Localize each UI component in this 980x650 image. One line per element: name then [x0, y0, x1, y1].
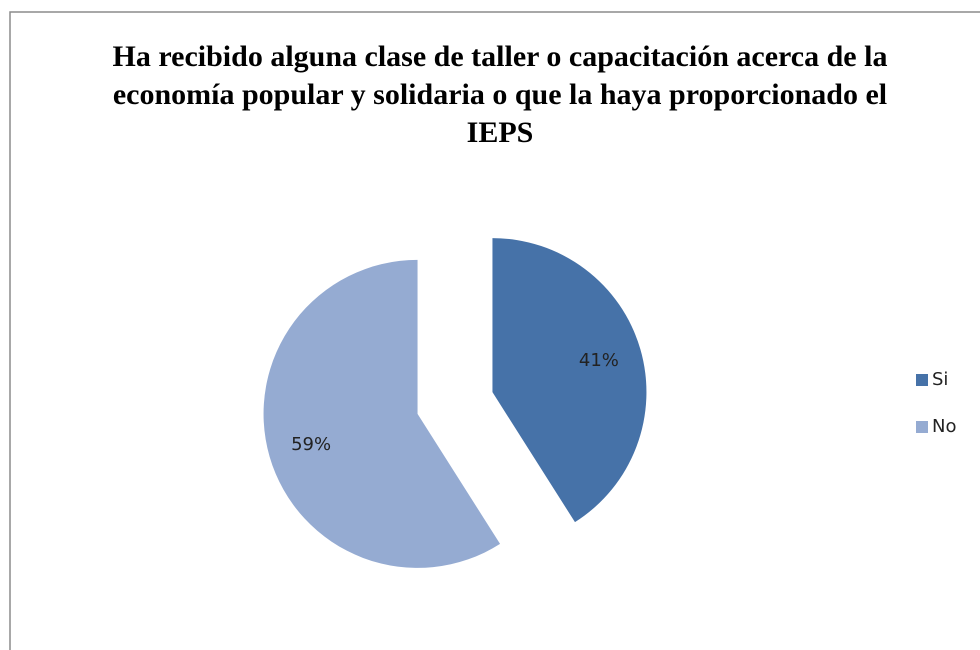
chart-frame [9, 11, 980, 650]
legend-swatch [916, 421, 928, 433]
chart-title: Ha recibido alguna clase de taller o cap… [112, 40, 888, 149]
data-label: 41% [579, 350, 619, 371]
legend-label: No [932, 416, 956, 437]
legend-swatch [916, 374, 928, 386]
pie-slice [263, 259, 501, 568]
pie-slice [492, 238, 647, 523]
data-label: 59% [291, 434, 331, 455]
legend-label: Si [932, 369, 948, 390]
